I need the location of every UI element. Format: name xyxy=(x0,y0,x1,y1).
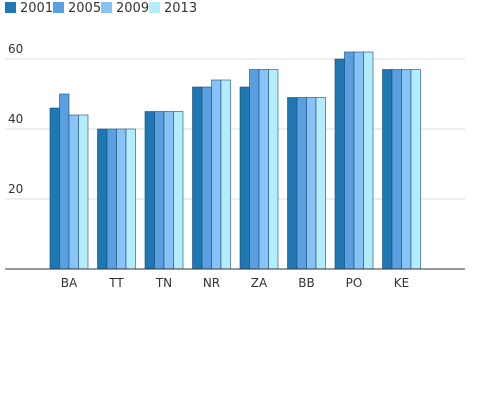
y-tick-label-20: 20 xyxy=(8,182,23,196)
bar-ZA-2005 xyxy=(249,69,260,270)
x-tick-label-TN: TN xyxy=(155,276,172,290)
bar-TT-2001 xyxy=(97,128,108,270)
legend-swatch-2001 xyxy=(5,2,16,13)
x-tick-label-PO: PO xyxy=(346,276,363,290)
bar-NR-2005 xyxy=(201,86,212,270)
legend-swatch-2009 xyxy=(101,2,112,13)
bar-ZA-2009 xyxy=(258,69,269,270)
bar-group-PO xyxy=(334,51,374,270)
y-axis-ticks: 20 40 60 xyxy=(8,42,23,196)
bar-BB-2009 xyxy=(306,97,317,270)
x-tick-label-ZA: ZA xyxy=(251,276,268,290)
bar-KE-2005 xyxy=(391,69,402,270)
bar-BA-2013 xyxy=(78,114,89,270)
bar-BA-2009 xyxy=(68,114,79,270)
bar-PO-2001 xyxy=(334,58,345,270)
bar-BA-2005 xyxy=(59,93,70,270)
bar-KE-2013 xyxy=(410,69,421,270)
bar-NR-2013 xyxy=(220,79,231,270)
x-tick-label-BB: BB xyxy=(298,276,314,290)
bar-group-NR xyxy=(192,79,231,270)
legend: 2001 2005 2009 2013 xyxy=(5,1,197,16)
bar-TN-2013 xyxy=(173,111,184,270)
x-tick-label-TT: TT xyxy=(108,276,124,290)
bar-TT-2005 xyxy=(106,128,117,270)
bar-group-TN xyxy=(144,111,184,270)
bar-TT-2009 xyxy=(116,128,127,270)
x-tick-label-BA: BA xyxy=(61,276,78,290)
legend-swatch-2005 xyxy=(53,2,64,13)
bar-ZA-2001 xyxy=(239,86,250,270)
bar-BA-2001 xyxy=(49,107,60,270)
x-tick-label-KE: KE xyxy=(394,276,409,290)
bar-KE-2001 xyxy=(382,69,393,270)
bar-group-BB xyxy=(287,97,326,270)
bar-BB-2001 xyxy=(287,97,298,270)
bar-NR-2009 xyxy=(211,79,222,270)
legend-label-2001: 2001 xyxy=(20,1,53,16)
legend-label-2013: 2013 xyxy=(164,1,197,16)
bar-TN-2001 xyxy=(144,111,155,270)
legend-label-2009: 2009 xyxy=(116,1,149,16)
x-axis-ticks: BA TT TN NR ZA BB PO KE xyxy=(61,276,409,290)
legend-label-2005: 2005 xyxy=(68,1,101,16)
bar-PO-2009 xyxy=(353,51,364,270)
bar-group-TT xyxy=(97,128,136,270)
bar-BB-2005 xyxy=(296,97,307,270)
bar-PO-2013 xyxy=(363,51,374,270)
x-tick-label-NR: NR xyxy=(203,276,220,290)
bar-group-KE xyxy=(382,69,421,270)
bar-PO-2005 xyxy=(344,51,355,270)
bar-TT-2013 xyxy=(125,128,136,270)
y-tick-label-60: 60 xyxy=(8,42,23,56)
bar-group-BA xyxy=(49,93,89,270)
bar-TN-2005 xyxy=(154,111,165,270)
bar-NR-2001 xyxy=(192,86,203,270)
bar-group-ZA xyxy=(239,69,279,270)
bar-ZA-2013 xyxy=(268,69,279,270)
legend-swatch-2013 xyxy=(149,2,160,13)
bar-BB-2013 xyxy=(315,97,326,270)
bars xyxy=(49,51,421,270)
y-tick-label-40: 40 xyxy=(8,112,23,126)
bar-TN-2009 xyxy=(163,111,174,270)
bar-KE-2009 xyxy=(401,69,412,270)
